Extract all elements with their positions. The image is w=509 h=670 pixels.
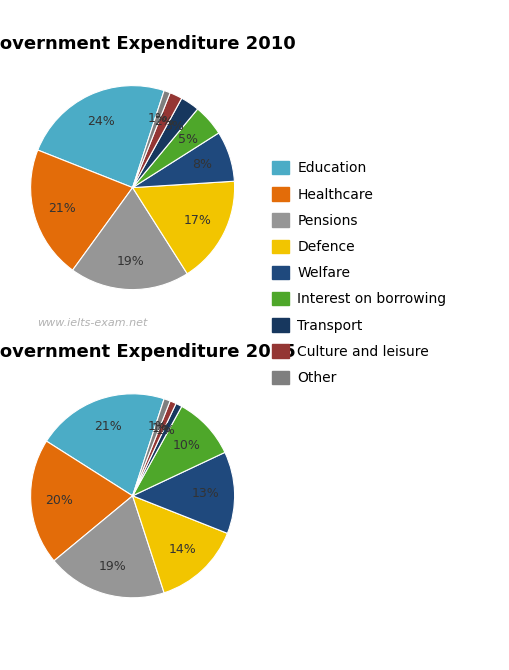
Wedge shape: [132, 399, 170, 496]
Text: 5%: 5%: [177, 133, 197, 145]
Text: 1%: 1%: [147, 112, 167, 125]
Text: 2%: 2%: [154, 115, 174, 128]
Wedge shape: [132, 496, 227, 593]
Wedge shape: [132, 133, 234, 188]
Text: 8%: 8%: [192, 158, 212, 172]
Wedge shape: [38, 86, 164, 188]
Text: 3%: 3%: [163, 121, 183, 133]
Text: 21%: 21%: [48, 202, 76, 214]
Wedge shape: [132, 98, 197, 188]
Wedge shape: [132, 407, 224, 496]
Wedge shape: [46, 394, 164, 496]
Wedge shape: [132, 181, 234, 274]
Wedge shape: [132, 452, 234, 533]
Text: 1%: 1%: [152, 422, 172, 435]
Wedge shape: [54, 496, 164, 598]
Wedge shape: [31, 150, 132, 270]
Text: 19%: 19%: [98, 560, 126, 573]
Wedge shape: [31, 441, 132, 561]
Text: 20%: 20%: [45, 494, 73, 507]
Text: 24%: 24%: [87, 115, 115, 128]
Legend: Education, Healthcare, Pensions, Defence, Welfare, Interest on borrowing, Transp: Education, Healthcare, Pensions, Defence…: [272, 161, 445, 385]
Text: 17%: 17%: [184, 214, 212, 227]
Text: 14%: 14%: [168, 543, 196, 556]
Wedge shape: [72, 188, 187, 289]
Text: Government Expenditure 2010: Government Expenditure 2010: [0, 35, 295, 53]
Text: 1%: 1%: [147, 420, 167, 433]
Text: 21%: 21%: [94, 420, 121, 433]
Wedge shape: [132, 403, 181, 496]
Wedge shape: [132, 92, 181, 188]
Text: www.ielts-exam.net: www.ielts-exam.net: [37, 318, 147, 328]
Wedge shape: [132, 109, 218, 188]
Text: 1%: 1%: [156, 424, 176, 437]
Text: 19%: 19%: [116, 255, 144, 267]
Text: 10%: 10%: [172, 439, 200, 452]
Wedge shape: [132, 90, 170, 188]
Wedge shape: [132, 401, 176, 496]
Text: 13%: 13%: [192, 487, 219, 500]
Text: Government Expenditure 2015: Government Expenditure 2015: [0, 343, 295, 361]
